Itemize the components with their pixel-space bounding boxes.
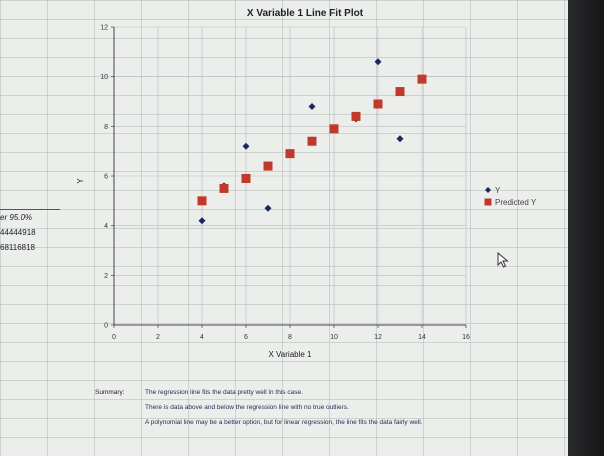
chart-legend[interactable]: Y Predicted Y [484, 186, 537, 207]
cell-value-1[interactable]: 44444918 [0, 228, 36, 237]
y-data-point [374, 58, 382, 66]
predicted-y-point [329, 124, 339, 134]
predicted-y-point [395, 87, 405, 97]
y-data-point [198, 217, 206, 225]
predicted-y-point [285, 149, 295, 159]
x-tick-label: 12 [374, 334, 382, 341]
summary-line-3: A polynomial line may be a better option… [145, 419, 423, 426]
predicted-y-point [307, 136, 317, 146]
spreadsheet-background [0, 0, 568, 456]
y-data-point [308, 102, 316, 110]
x-tick-label: 10 [330, 334, 338, 341]
x-tick-label: 16 [462, 334, 470, 341]
x-tick-label: 14 [418, 334, 426, 341]
x-tick-label: 2 [156, 334, 160, 341]
mouse-pointer-icon [497, 252, 509, 268]
y-tick-label: 12 [100, 25, 108, 32]
y-tick-label: 6 [104, 174, 108, 181]
chart-axes [111, 26, 467, 328]
predicted-y-point [351, 111, 361, 121]
chart-marks [197, 58, 427, 225]
chart-gridlines [113, 26, 467, 326]
x-tick-label: 8 [288, 334, 292, 341]
predicted-y-point [241, 173, 251, 183]
x-axis-label: X Variable 1 [269, 350, 313, 359]
legend-predicted-marker [484, 198, 492, 206]
y-tick-label: 2 [104, 273, 108, 280]
cell-value-2[interactable]: 68116818 [0, 243, 35, 252]
y-tick-label: 4 [104, 223, 108, 230]
cell-border [0, 209, 60, 210]
y-data-point [264, 204, 272, 212]
y-tick-label: 0 [104, 323, 108, 330]
y-tick-label: 8 [104, 124, 108, 131]
predicted-y-point [219, 183, 229, 193]
cell-confidence-label[interactable]: er 95.0% [0, 213, 33, 222]
chart-title: X Variable 1 Line Fit Plot [247, 8, 364, 19]
summary-line-1: The regression line fits the data pretty… [145, 389, 303, 396]
summary-line-2: There is data above and below the regres… [145, 404, 349, 411]
y-axis-label: Y [76, 178, 85, 184]
x-tick-label: 0 [112, 334, 116, 341]
y-tick-label: 10 [100, 74, 108, 81]
line-fit-chart[interactable]: X Variable 1 Line Fit Plot X Variable 1 … [0, 0, 568, 456]
predicted-y-point [197, 196, 207, 206]
monitor-bezel [568, 0, 604, 456]
legend-entry-label: Predicted Y [495, 198, 537, 207]
x-tick-label: 6 [244, 334, 248, 341]
y-data-point [242, 142, 250, 150]
predicted-y-point [263, 161, 273, 171]
predicted-y-point [373, 99, 383, 109]
predicted-y-point [417, 74, 427, 84]
chart-tick-labels: 0 2 4 6 8 10 12 14 16 0 2 4 6 8 10 12 [100, 25, 470, 342]
x-tick-label: 4 [200, 334, 204, 341]
legend-entry-label: Y [495, 186, 501, 195]
legend-y-marker [485, 187, 491, 193]
summary-label: Summary: [95, 389, 125, 396]
y-data-point [396, 135, 404, 143]
